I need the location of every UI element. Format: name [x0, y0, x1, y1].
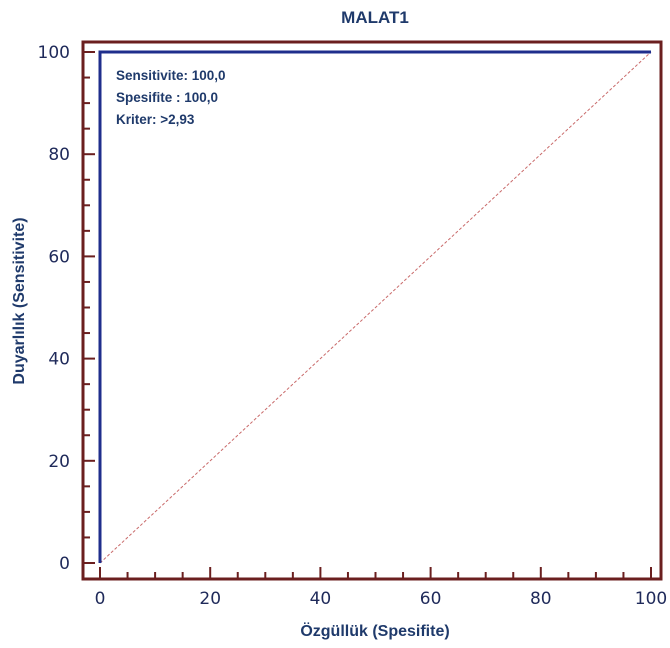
y-tick-label: 0	[59, 554, 70, 574]
y-tick-label: 100	[38, 43, 70, 63]
x-tick-label: 0	[95, 589, 106, 609]
x-tick-label: 60	[420, 589, 442, 609]
axis-ticks	[83, 51, 652, 579]
tick-labels: 0 20 40 60 80 100 0 20 40 60 80 100	[38, 43, 668, 609]
y-tick-label: 60	[48, 247, 70, 267]
x-tick-label: 100	[635, 589, 667, 609]
plot-border	[81, 40, 663, 581]
annotation-line: Spesifite : 100,0	[116, 90, 218, 105]
y-axis-label: Duyarlılık (Sensitivite)	[11, 217, 28, 384]
chart-title: MALAT1	[341, 8, 409, 27]
x-tick-label: 20	[199, 589, 221, 609]
y-tick-label: 20	[48, 452, 70, 472]
roc-curve-line	[98, 50, 651, 563]
x-axis-label: Özgüllük (Spesifite)	[300, 621, 449, 640]
plot-frame	[81, 40, 663, 581]
annotation-line: Kriter: >2,93	[116, 112, 195, 127]
annotation-line: Sensitivite: 100,0	[116, 68, 226, 83]
x-tick-label: 80	[530, 589, 552, 609]
y-tick-label: 40	[48, 350, 70, 370]
y-tick-label: 80	[48, 145, 70, 165]
annotation-box: Sensitivite: 100,0 Spesifite : 100,0 Krite…	[116, 68, 226, 127]
x-tick-label: 40	[310, 589, 332, 609]
reference-diagonal-line	[99, 51, 652, 564]
